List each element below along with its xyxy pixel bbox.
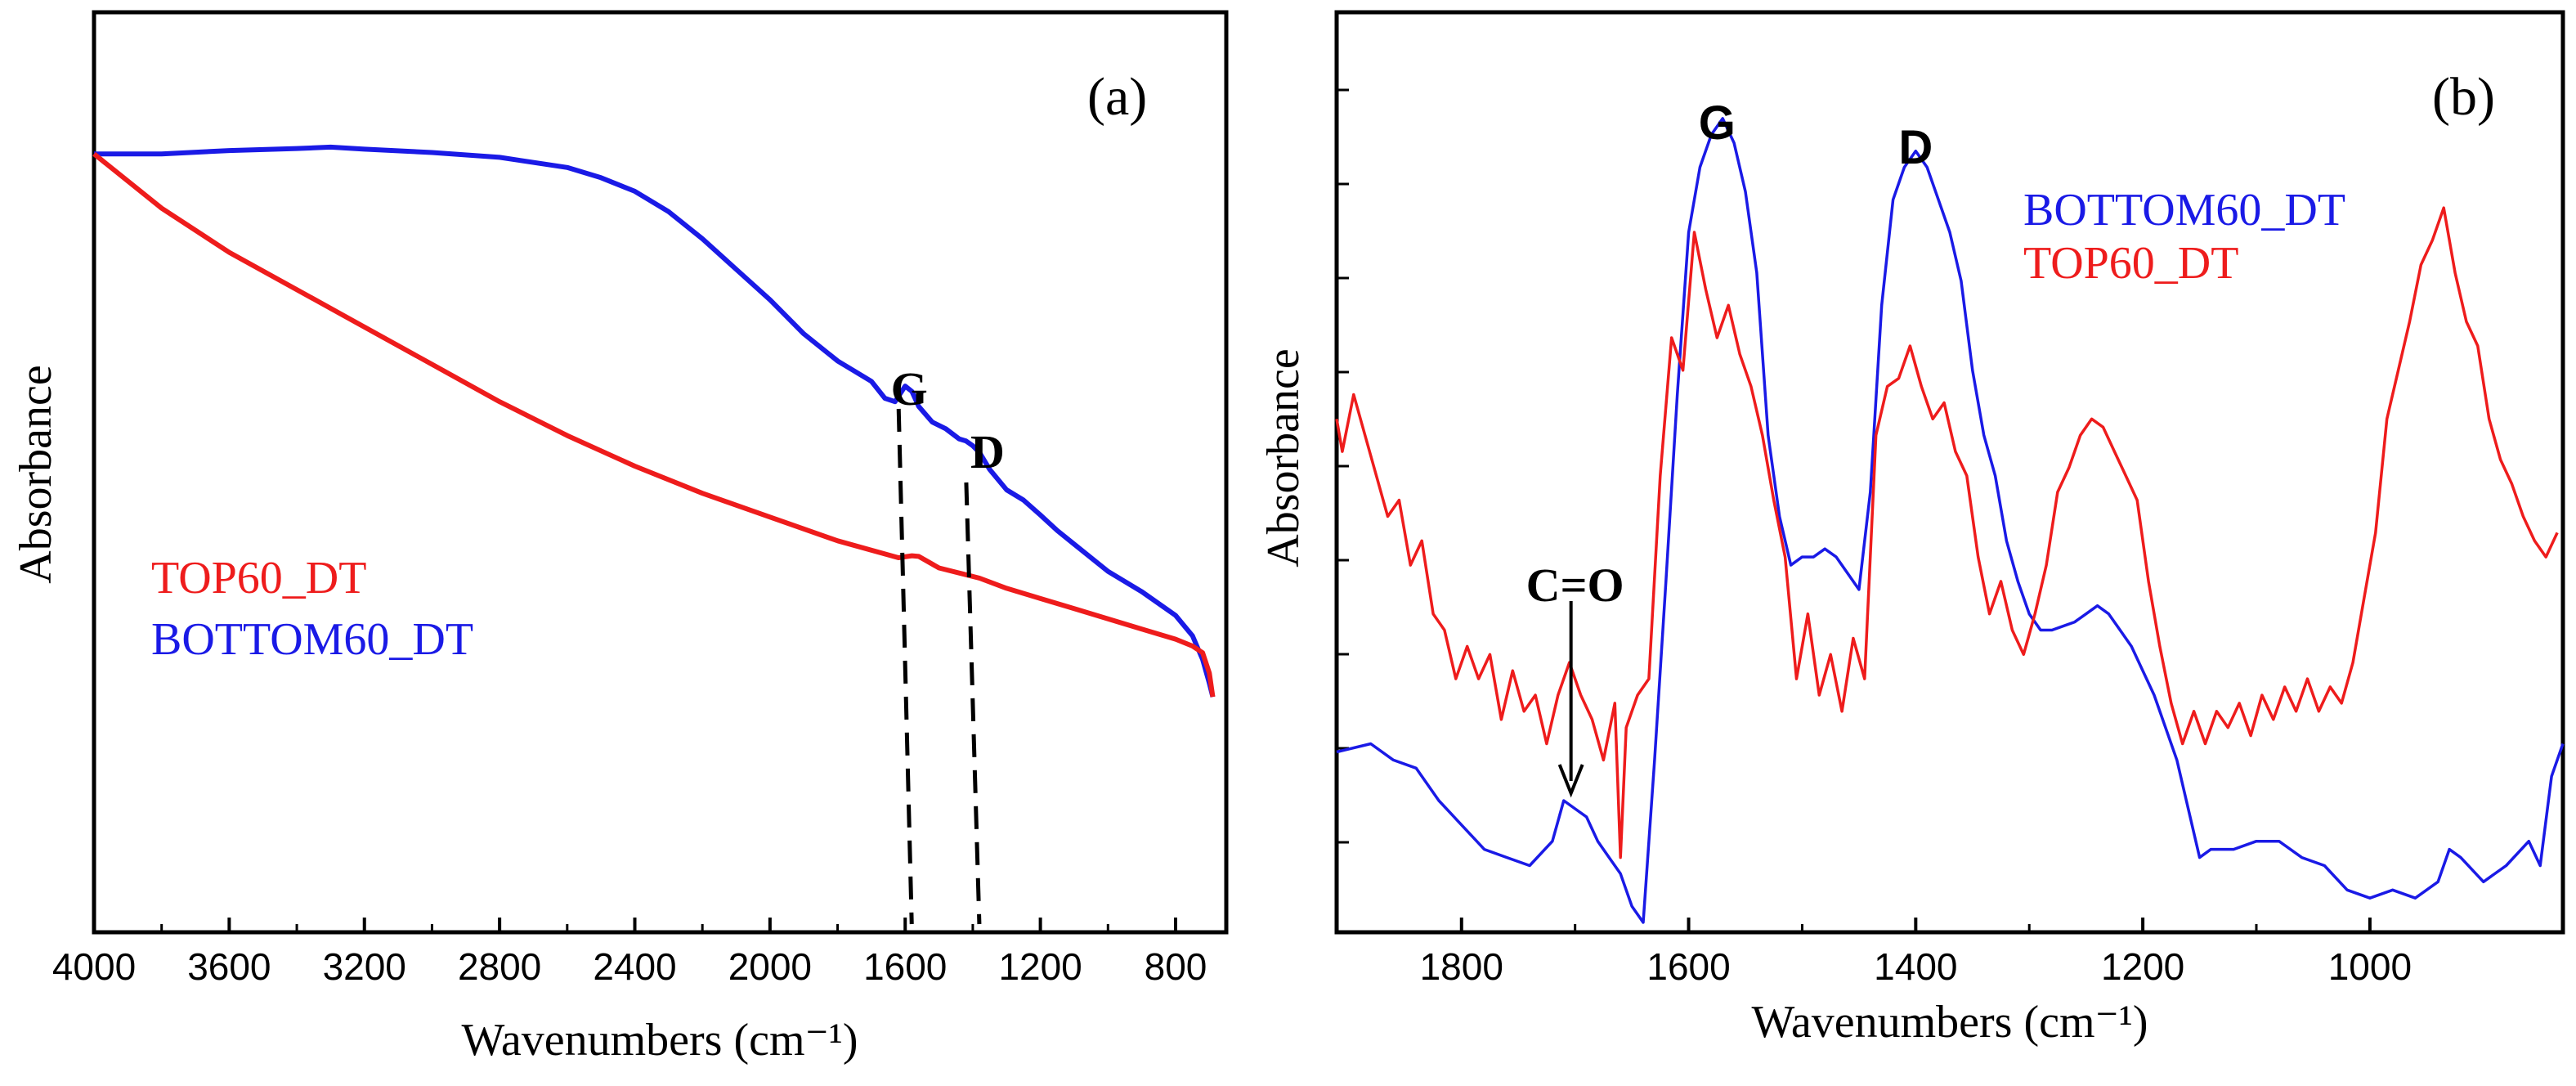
legend-label-top60-a: TOP60_DT [151,553,366,604]
annotation-label-co-b: C=O [1526,559,1624,612]
x-tick-label-b-1200: 1200 [2101,945,2184,988]
x-tick-label-b-1600: 1600 [1646,945,1730,988]
plot-area-frame-b [1334,10,2565,935]
x-tick-label-b-1800: 1800 [1420,945,1503,988]
plot-area-frame-a [92,10,1229,935]
y-axis-title-b: Absorbance [1258,348,1309,567]
annotation-line-d-a [964,482,982,925]
x-axis-title-a: Wavenumbers (cm⁻¹) [462,1015,858,1066]
series-line-b-top60_dt [1335,206,2559,859]
panel-tag-a: (a) [1087,67,1147,127]
series-line-b-bottom60_dt [1336,117,2565,924]
x-tick-label-a-800: 800 [1145,945,1207,988]
series-line-a-bottom60_dt [94,144,1216,698]
series-group-b [1335,117,2565,924]
x-axis-ticks-b: 1800 1600 1400 1200 1000 [1420,918,2412,988]
x-tick-label-a-4000: 4000 [52,945,136,988]
annotation-line-g-a [896,408,914,925]
panel-b: 1800 1600 1400 1200 1000 G D C=O (b) Wavenumbe… [1258,10,2565,1048]
panel-a: 4000 3600 3200 2800 2400 2000 1600 1200 800 GD (… [11,10,1229,1066]
annotation-arrow-head-co-b [1557,764,1584,798]
series-group-a [92,144,1216,698]
panel-tag-b: (b) [2432,67,2495,127]
x-axis-ticks-a: 4000 3600 3200 2800 2400 2000 1600 1200 800 [52,918,1207,988]
x-tick-label-a-2800: 2800 [458,945,541,988]
legend-label-bottom60-b: BOTTOM60_DT [2023,185,2345,236]
annotation-label-g-b: G [1699,96,1736,150]
x-tick-label-a-2000: 2000 [728,945,812,988]
x-tick-label-a-2400: 2400 [593,945,676,988]
annotation-label-g-a: G [891,362,928,415]
x-tick-label-b-1400: 1400 [1874,945,1957,988]
annotation-label-d-b: D [1898,121,1933,174]
annotation-label-d-a: D [970,425,1005,478]
legend-label-top60-b: TOP60_DT [2023,238,2238,289]
annotations-b: G D C=O [1526,96,1933,798]
legend-label-bottom60-a: BOTTOM60_DT [151,614,473,665]
x-tick-label-a-1200: 1200 [998,945,1082,988]
y-axis-minor-ticks-b [1337,88,1349,844]
x-tick-label-a-1600: 1600 [863,945,947,988]
series-line-a-top60_dt [92,151,1216,698]
annotations-a: GD [891,362,1005,925]
x-axis-title-b: Wavenumbers (cm⁻¹) [1752,997,2148,1048]
x-tick-label-a-3200: 3200 [323,945,406,988]
x-tick-label-b-1000: 1000 [2328,945,2412,988]
y-axis-title-a: Absorbance [11,365,61,583]
x-tick-label-a-3600: 3600 [187,945,271,988]
